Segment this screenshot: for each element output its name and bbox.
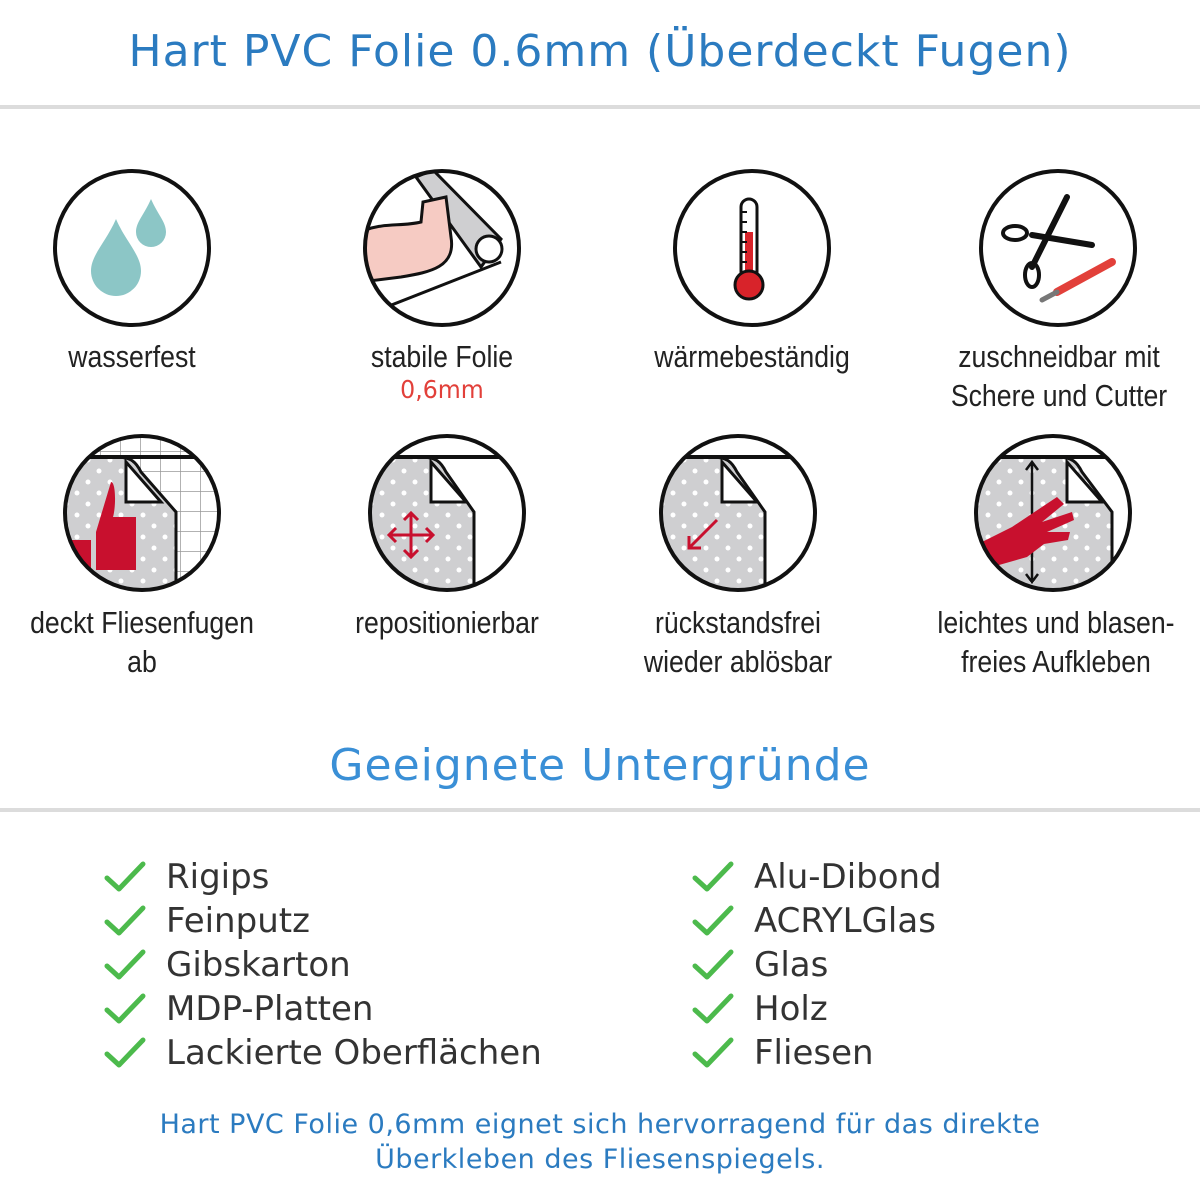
check-icon <box>104 861 146 892</box>
feature-label-rueckstandsfrei: rückstandsfrei wieder ablösbar <box>609 603 867 681</box>
surface-label: MDP-Platten <box>166 989 374 1029</box>
surface-label: ACRYLGlas <box>754 901 936 941</box>
surface-item: ACRYLGlas <box>692 899 942 943</box>
feature-label-zuschneidbar: zuschneidbar mit Schere und Cutter <box>930 337 1188 415</box>
feature-label-wasserfest: wasserfest <box>68 339 196 374</box>
check-icon <box>104 1037 146 1068</box>
feature-label-line1: leichtes und blasen- <box>937 605 1175 640</box>
check-icon <box>692 949 734 980</box>
feature-label: stabile Folie <box>370 339 514 374</box>
check-icon <box>104 993 146 1024</box>
feature-label-waermebestaendig: wärmebeständig <box>654 339 850 374</box>
surface-item: Lackierte Oberflächen <box>104 1031 542 1075</box>
peel-arrow-icon <box>659 434 817 592</box>
surface-item: Holz <box>692 987 942 1031</box>
thermometer-icon <box>673 169 831 327</box>
surface-item: Glas <box>692 943 942 987</box>
check-icon <box>104 905 146 936</box>
hand-smooth-icon <box>974 434 1132 592</box>
surface-label: Rigips <box>166 857 270 897</box>
feature-label-line2: Schere und Cutter <box>950 378 1168 413</box>
check-icon <box>692 993 734 1024</box>
check-icon <box>692 1037 734 1068</box>
page-title: Hart PVC Folie 0.6mm (Überdeckt Fugen) <box>128 26 1072 77</box>
feature-label-line1: zuschneidbar mit <box>958 339 1160 374</box>
check-icon <box>104 949 146 980</box>
thickness-note: 0,6mm <box>400 375 484 404</box>
check-icon <box>692 861 734 892</box>
feature-label-line1: rückstandsfrei <box>655 605 821 640</box>
check-icon <box>692 905 734 936</box>
surface-label: Holz <box>754 989 828 1029</box>
surface-label: Alu-Dibond <box>754 857 942 897</box>
surface-label: Feinputz <box>166 901 310 941</box>
feature-label-deckt-fugen: deckt Fliesenfugen ab <box>30 605 254 679</box>
thumbs-up-tiles-icon <box>63 434 221 592</box>
surface-label: Gibskarton <box>166 945 351 985</box>
strong-arm-foil-icon <box>363 169 521 327</box>
footer-line2: Überkleben des Fliesenspiegels. <box>375 1144 825 1175</box>
surface-list-left: Rigips Feinputz Gibskarton MDP-Platten Lacki… <box>104 855 542 1075</box>
feature-label-line2: wieder ablösbar <box>643 644 833 679</box>
surface-item: Alu-Dibond <box>692 855 942 899</box>
scissors-cutter-icon <box>979 169 1137 327</box>
footer-line1: Hart PVC Folie 0,6mm eignet sich hervorr… <box>159 1109 1041 1140</box>
divider <box>0 105 1200 109</box>
water-drops-icon <box>53 169 211 327</box>
surface-item: Feinputz <box>104 899 542 943</box>
surface-label: Fliesen <box>754 1033 874 1073</box>
section-title: Geeignete Untergründe <box>329 740 871 791</box>
feature-label-line2: freies Aufkleben <box>961 644 1151 679</box>
feature-label-stabile-folie: stabile Folie 0,6mm <box>313 337 571 404</box>
divider <box>0 808 1200 812</box>
surface-item: Rigips <box>104 855 542 899</box>
surface-label: Lackierte Oberflächen <box>166 1033 542 1073</box>
surface-label: Glas <box>754 945 829 985</box>
feature-label-repositionierbar: repositionierbar <box>355 605 539 640</box>
feature-label-aufkleben: leichtes und blasen- freies Aufkleben <box>927 603 1185 681</box>
move-arrows-icon <box>368 434 526 592</box>
surface-item: Fliesen <box>692 1031 942 1075</box>
footer-note: Hart PVC Folie 0,6mm eignet sich hervorr… <box>0 1107 1200 1177</box>
surface-list-right: Alu-Dibond ACRYLGlas Glas Holz Fliesen <box>692 855 942 1075</box>
surface-item: Gibskarton <box>104 943 542 987</box>
surface-item: MDP-Platten <box>104 987 542 1031</box>
